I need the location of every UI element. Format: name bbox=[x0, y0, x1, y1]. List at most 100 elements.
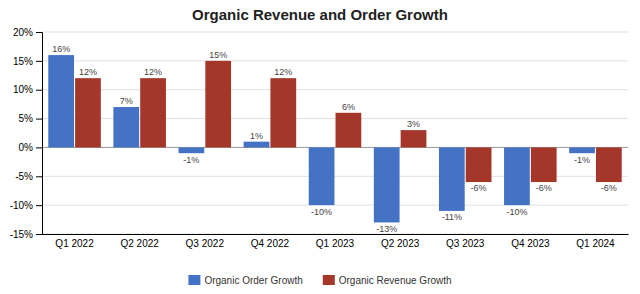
grid-line bbox=[42, 32, 628, 33]
y-tick-label: 5% bbox=[19, 113, 34, 124]
y-tick-mark bbox=[36, 119, 42, 120]
x-tick: Q2 2022 bbox=[120, 234, 159, 249]
bar bbox=[504, 147, 530, 205]
x-tick: Q2 2023 bbox=[381, 234, 420, 249]
data-label: -1% bbox=[183, 155, 199, 165]
bar bbox=[374, 147, 400, 222]
chart: Organic Revenue and Order Growth -15% -10%… bbox=[0, 0, 640, 294]
grid-line bbox=[42, 60, 628, 61]
y-tick-label: 15% bbox=[13, 56, 33, 67]
y-tick: 5% bbox=[19, 113, 42, 124]
legend-swatch bbox=[323, 275, 335, 285]
x-tick: Q4 2023 bbox=[511, 234, 550, 249]
data-label: 12% bbox=[144, 67, 162, 77]
data-label: -6% bbox=[536, 183, 552, 193]
legend-label: Organic Revenue Growth bbox=[339, 275, 452, 286]
x-axis: Q1 2022 Q2 2022 Q3 2022 Q4 2022 Q1 2023 Q2 20… bbox=[43, 234, 629, 249]
y-tick: 15% bbox=[13, 56, 42, 67]
data-labels: 16%7%-1%1%-10%-13%-11%-10%-1%12%12%15%12… bbox=[52, 44, 617, 234]
legend: Organic Order Growth Organic Revenue Grow… bbox=[188, 275, 451, 286]
legend-item: Organic Revenue Growth bbox=[323, 275, 452, 286]
grid-line bbox=[42, 234, 628, 235]
y-tick-label: 0% bbox=[19, 142, 34, 153]
data-label: -6% bbox=[601, 183, 617, 193]
y-tick: -10% bbox=[10, 200, 42, 211]
x-tick: Q1 2023 bbox=[316, 234, 355, 249]
bars bbox=[48, 55, 621, 222]
bar bbox=[270, 78, 296, 147]
bar bbox=[205, 61, 231, 148]
x-tick: Q1 2024 bbox=[576, 234, 615, 249]
data-label: -10% bbox=[311, 207, 332, 217]
data-label: 3% bbox=[407, 119, 420, 129]
bar bbox=[75, 78, 101, 147]
y-tick-label: 10% bbox=[13, 84, 33, 95]
bar bbox=[401, 130, 427, 147]
y-tick: -15% bbox=[10, 229, 42, 240]
bar bbox=[466, 147, 492, 182]
series bbox=[75, 61, 622, 182]
data-label: 6% bbox=[342, 102, 355, 112]
y-tick: -5% bbox=[15, 171, 42, 182]
y-tick-mark bbox=[36, 90, 42, 91]
grid-line bbox=[42, 89, 628, 90]
bar bbox=[531, 147, 557, 182]
x-tick-label: Q1 2024 bbox=[576, 238, 615, 249]
x-tick: Q3 2022 bbox=[186, 234, 225, 249]
x-tick-label: Q2 2022 bbox=[120, 238, 159, 249]
y-tick-mark bbox=[36, 61, 42, 62]
y-tick-mark bbox=[36, 205, 42, 206]
y-tick-mark bbox=[36, 234, 42, 235]
data-label: -1% bbox=[574, 155, 590, 165]
x-tick: Q1 2022 bbox=[55, 234, 94, 249]
bar bbox=[439, 147, 465, 210]
y-tick: 10% bbox=[13, 84, 42, 95]
y-tick-label: -15% bbox=[10, 229, 33, 240]
bar bbox=[113, 107, 139, 147]
data-label: -11% bbox=[442, 212, 462, 222]
title: Organic Revenue and Order Growth bbox=[192, 6, 448, 23]
series bbox=[48, 55, 595, 222]
data-label: 12% bbox=[274, 67, 292, 77]
x-tick-label: Q1 2023 bbox=[316, 238, 355, 249]
x-tick-label: Q2 2023 bbox=[381, 238, 420, 249]
bar bbox=[569, 147, 595, 153]
y-tick-mark bbox=[36, 176, 42, 177]
y-axis: -15% -10% -5% 0% 5% 10% 15% 20% bbox=[10, 27, 43, 240]
y-tick-mark bbox=[36, 32, 42, 33]
x-tick-label: Q3 2023 bbox=[446, 238, 485, 249]
y-tick-label: -5% bbox=[15, 171, 33, 182]
x-tick-label: Q3 2022 bbox=[186, 238, 225, 249]
y-tick-label: 20% bbox=[13, 27, 33, 38]
bar bbox=[48, 55, 74, 147]
plot: -15% -10% -5% 0% 5% 10% 15% 20% Q1 2022 Q2 2022 Q3… bbox=[10, 27, 629, 249]
bar bbox=[596, 147, 622, 182]
bar bbox=[244, 142, 270, 148]
data-label: -6% bbox=[471, 183, 487, 193]
bar bbox=[309, 147, 335, 205]
data-label: 1% bbox=[250, 131, 263, 141]
legend-label: Organic Order Growth bbox=[204, 275, 302, 286]
data-label: -13% bbox=[376, 224, 397, 234]
data-label: 15% bbox=[209, 50, 227, 60]
y-tick-mark bbox=[36, 147, 42, 148]
grid bbox=[42, 32, 628, 234]
data-label: 7% bbox=[120, 96, 133, 106]
x-tick: Q3 2023 bbox=[446, 234, 485, 249]
bar bbox=[179, 147, 205, 153]
x-tick-label: Q1 2022 bbox=[55, 238, 94, 249]
x-tick: Q4 2022 bbox=[251, 234, 290, 249]
y-tick: 20% bbox=[13, 27, 42, 38]
legend-swatch bbox=[188, 275, 200, 285]
x-tick-label: Q4 2023 bbox=[511, 238, 550, 249]
y-tick: 0% bbox=[19, 142, 42, 153]
bar bbox=[140, 78, 166, 147]
x-tick-label: Q4 2022 bbox=[251, 238, 290, 249]
legend-item: Organic Order Growth bbox=[188, 275, 302, 286]
data-label: -10% bbox=[506, 207, 527, 217]
bar bbox=[336, 113, 362, 148]
x-axis-line bbox=[43, 234, 629, 235]
y-tick-label: -10% bbox=[10, 200, 33, 211]
data-label: 12% bbox=[79, 67, 97, 77]
y-axis-line bbox=[36, 33, 43, 235]
